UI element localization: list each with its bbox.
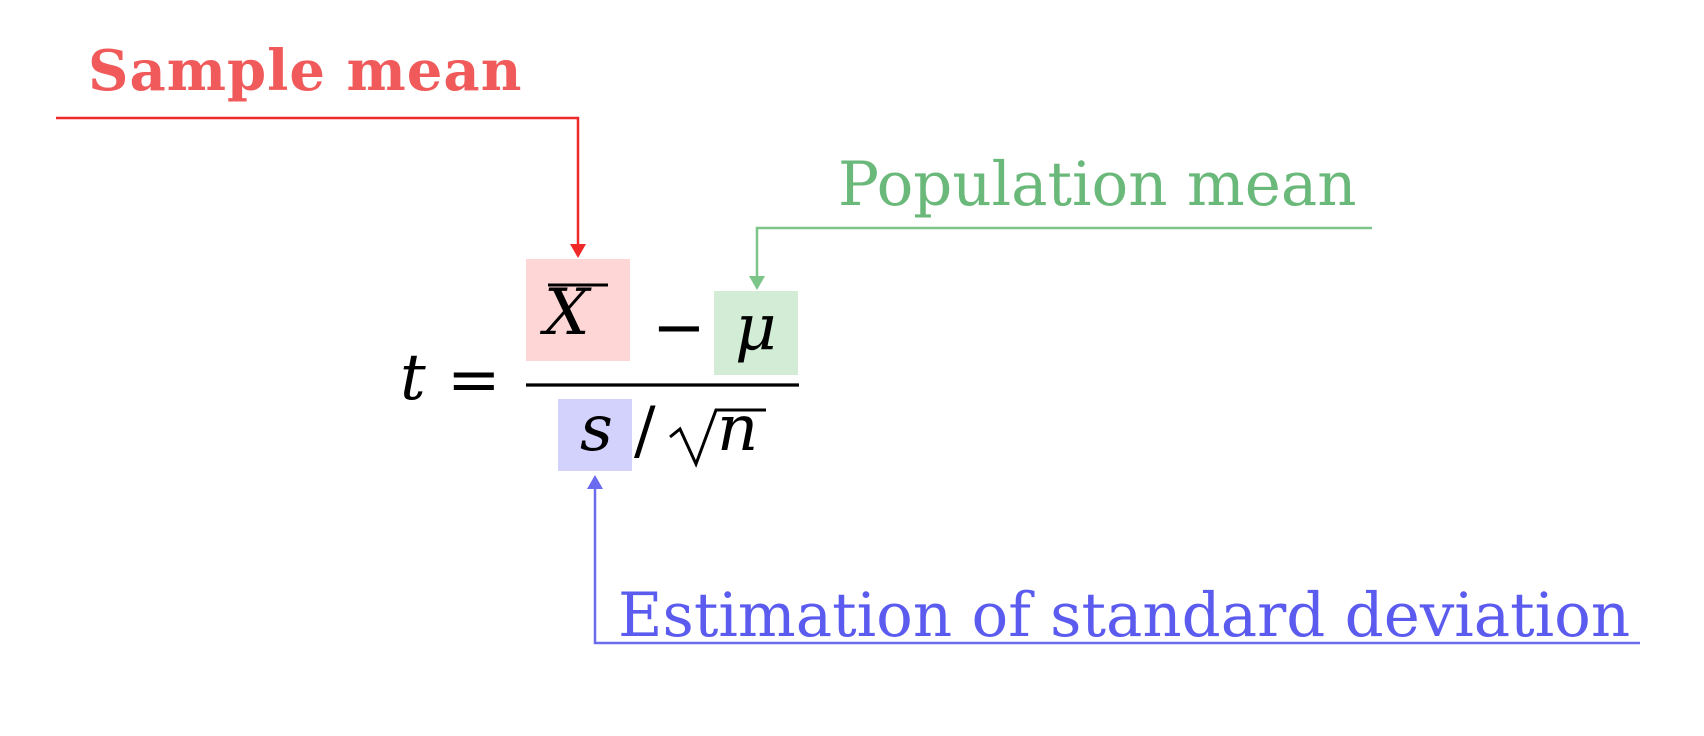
sqrt-sign <box>669 408 766 468</box>
sample-mean-label: Sample mean <box>88 38 523 104</box>
sample-mean-highlight <box>526 259 630 361</box>
sample-mean-arrowhead <box>570 244 586 258</box>
std-estimate-label: Estimation of standard deviation <box>618 580 1631 651</box>
formula-lhs: t <box>400 341 426 415</box>
formula-std-symbol: s <box>580 392 613 466</box>
std-estimate-arrowhead <box>587 475 603 489</box>
formula-minus: − <box>652 291 706 365</box>
population-mean-connector <box>755 226 1372 280</box>
population-mean-label: Population mean <box>838 149 1357 220</box>
std-estimate-highlight <box>558 399 632 471</box>
sample-mean-connector <box>56 116 580 248</box>
formula-slash: / <box>634 394 656 468</box>
formula-sample-mean-symbol: X <box>544 276 590 350</box>
std-estimate-connector <box>593 485 1640 645</box>
formula-equals: = <box>447 343 501 417</box>
population-mean-arrowhead <box>749 276 765 290</box>
formula-population-mean-symbol: μ <box>735 291 777 365</box>
population-mean-highlight <box>714 291 798 375</box>
formula-sample-size-symbol: n <box>717 392 759 466</box>
